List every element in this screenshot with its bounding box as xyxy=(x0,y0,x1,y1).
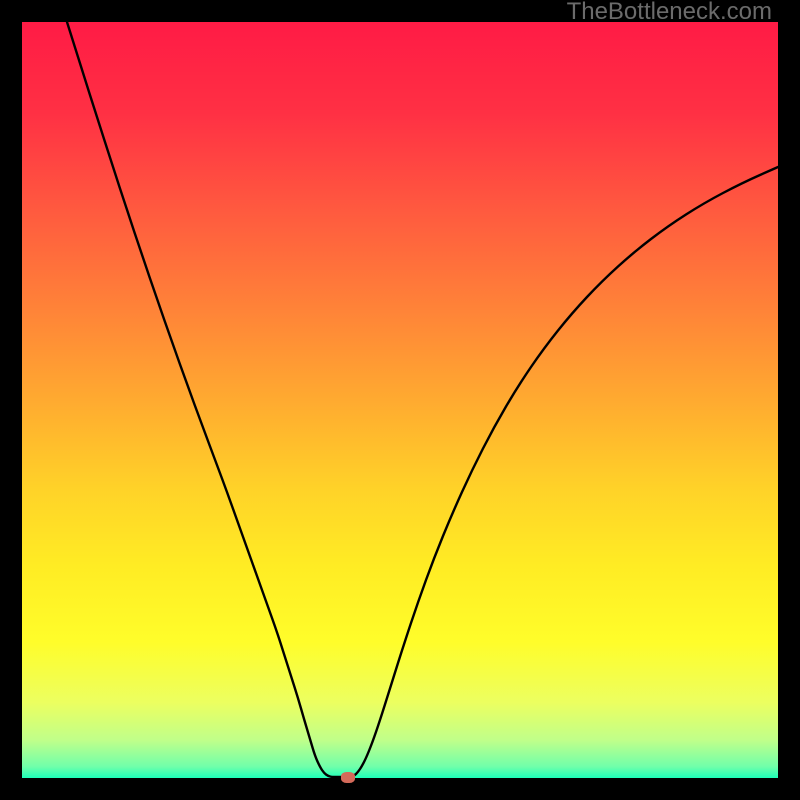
watermark-label: TheBottleneck.com xyxy=(567,0,772,26)
plot-area xyxy=(22,22,778,778)
curve-layer xyxy=(22,22,778,778)
optimum-marker-icon xyxy=(341,772,355,783)
bottleneck-curve xyxy=(67,22,778,777)
watermark-text: TheBottleneck.com xyxy=(567,0,772,25)
chart-container: TheBottleneck.com xyxy=(0,0,800,800)
